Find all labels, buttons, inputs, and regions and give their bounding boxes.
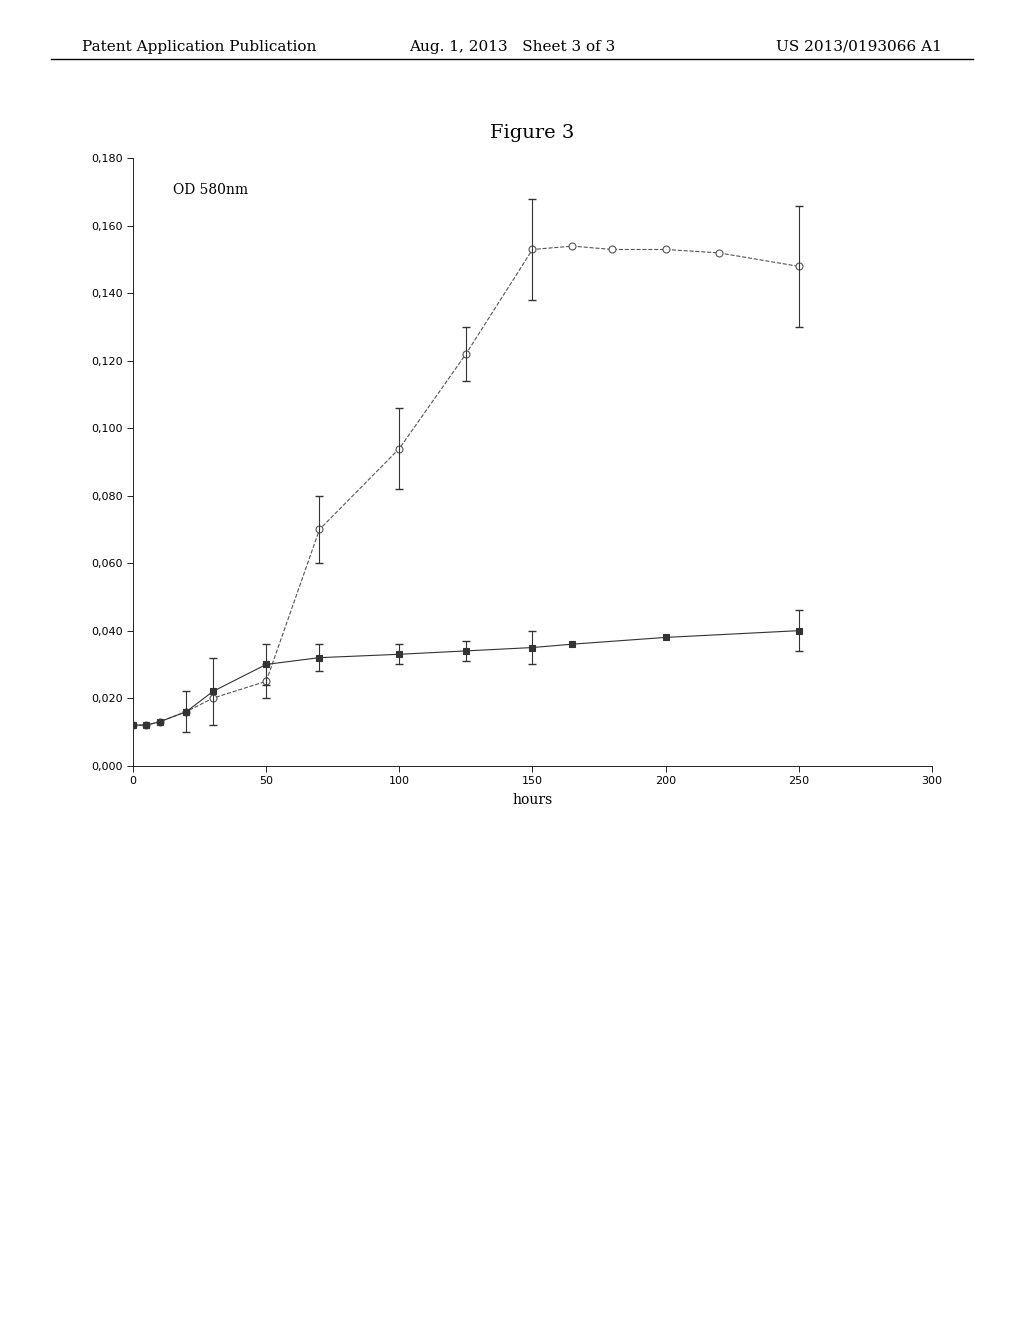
Text: Patent Application Publication: Patent Application Publication	[82, 40, 316, 54]
Text: Aug. 1, 2013   Sheet 3 of 3: Aug. 1, 2013 Sheet 3 of 3	[409, 40, 615, 54]
Title: Figure 3: Figure 3	[490, 124, 574, 141]
Text: US 2013/0193066 A1: US 2013/0193066 A1	[776, 40, 942, 54]
Text: OD 580nm: OD 580nm	[173, 182, 248, 197]
X-axis label: hours: hours	[512, 793, 553, 807]
